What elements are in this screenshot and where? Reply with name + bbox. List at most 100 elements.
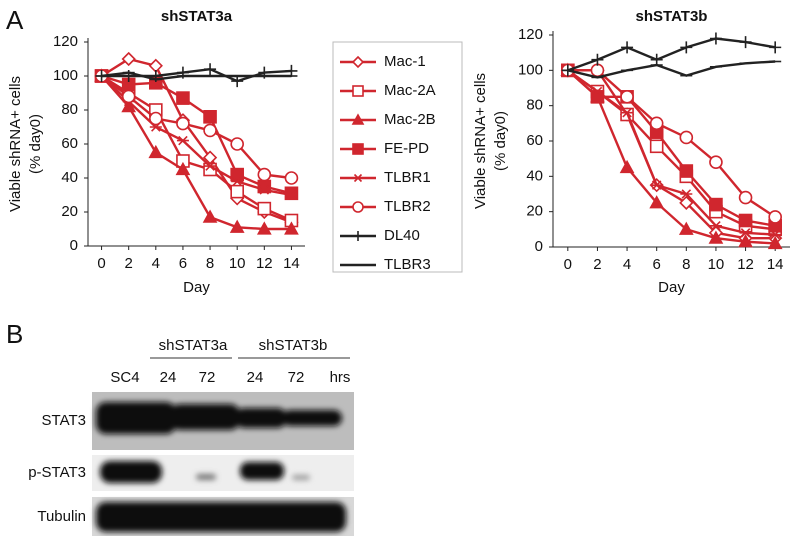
panel-label: A	[6, 5, 24, 35]
y-tick-label: 20	[526, 203, 543, 220]
lane-label: 72	[199, 369, 216, 386]
legend-label: TLBR2	[384, 198, 431, 215]
marker	[649, 139, 664, 154]
marker	[176, 91, 190, 105]
chart-title: shSTAT3b	[636, 8, 708, 25]
marker	[739, 36, 752, 49]
group-label: shSTAT3a	[159, 337, 228, 354]
x-tick-label: 0	[564, 256, 572, 273]
marker	[591, 53, 604, 66]
marker	[619, 159, 635, 174]
x-axis-label: Day	[183, 279, 210, 296]
y-tick-label: 100	[518, 61, 543, 78]
marker	[176, 116, 190, 131]
marker	[621, 41, 634, 54]
marker	[738, 234, 753, 248]
x-tick-label: 10	[708, 256, 725, 273]
x-tick-label: 6	[179, 255, 187, 272]
marker	[231, 176, 244, 187]
x-tick-label: 12	[256, 255, 273, 272]
legend-box	[332, 41, 463, 273]
marker	[769, 229, 782, 240]
x-tick-label: 2	[593, 256, 601, 273]
x-tick-label: 8	[206, 255, 214, 272]
lane-label: SC4	[110, 369, 139, 386]
marker	[258, 185, 271, 195]
y-tick-label: 0	[535, 238, 543, 255]
marker	[709, 155, 723, 169]
series-line	[100, 75, 292, 231]
row-label: p-STAT3	[28, 464, 86, 481]
marker	[650, 180, 663, 190]
legend-label: Mac-2A	[384, 82, 436, 99]
x-tick-label: 12	[737, 256, 754, 273]
y-axis-label: Viable shRNA+ cells	[472, 73, 489, 209]
marker	[739, 228, 752, 238]
x-tick-label: 8	[682, 256, 690, 273]
x-tick-label: 4	[623, 256, 631, 273]
marker	[591, 86, 604, 97]
legend-label: TLBR3	[384, 256, 431, 273]
marker	[767, 235, 783, 250]
group-label: shSTAT3b	[259, 337, 328, 354]
marker	[679, 130, 694, 145]
marker	[148, 144, 164, 159]
marker	[121, 51, 136, 67]
marker	[230, 137, 244, 151]
lane-label: 24	[247, 369, 264, 386]
marker	[204, 63, 217, 76]
series-line	[567, 69, 776, 236]
marker	[121, 89, 136, 104]
marker	[650, 53, 663, 66]
marker	[202, 209, 218, 223]
marker	[649, 116, 664, 131]
legend-label: Mac-2B	[384, 111, 436, 128]
marker	[230, 184, 244, 199]
marker	[709, 221, 722, 231]
y-tick-label: 120	[518, 26, 543, 43]
y-tick-label: 120	[53, 33, 78, 50]
marker	[708, 230, 724, 244]
marker	[284, 171, 299, 185]
x-tick-label: 4	[152, 255, 160, 272]
y-tick-label: 80	[61, 101, 78, 118]
marker	[175, 161, 191, 176]
y-tick-label: 40	[526, 167, 543, 184]
marker	[149, 111, 163, 126]
marker	[680, 189, 693, 199]
marker	[738, 213, 753, 228]
row-label: STAT3	[42, 412, 86, 429]
y-tick-label: 60	[61, 135, 78, 152]
marker	[351, 113, 365, 125]
marker	[352, 143, 364, 155]
series-line	[100, 75, 292, 197]
y-tick-label: 40	[61, 169, 78, 186]
row-label: Tubulin	[37, 508, 86, 525]
marker	[351, 55, 365, 69]
marker	[709, 32, 722, 45]
legend-label: FE-PD	[384, 140, 429, 157]
marker	[768, 210, 782, 224]
marker	[590, 63, 605, 78]
marker	[121, 98, 137, 113]
marker	[679, 164, 694, 178]
marker	[203, 123, 217, 138]
marker	[769, 41, 782, 54]
marker	[176, 135, 189, 146]
legend-label: DL40	[384, 227, 420, 244]
y-axis-label: (% day0)	[27, 114, 44, 174]
y-tick-label: 20	[61, 203, 78, 220]
x-tick-label: 2	[125, 255, 133, 272]
series-line	[567, 69, 776, 245]
marker	[257, 167, 272, 182]
lane-label: 24	[160, 369, 177, 386]
x-tick-label: 6	[653, 256, 661, 273]
marker	[738, 190, 753, 205]
y-axis-label: (% day0)	[492, 111, 509, 171]
marker	[649, 195, 665, 209]
y-tick-label: 60	[526, 132, 543, 149]
marker	[203, 110, 217, 124]
x-tick-label: 0	[97, 255, 105, 272]
marker	[284, 221, 299, 235]
